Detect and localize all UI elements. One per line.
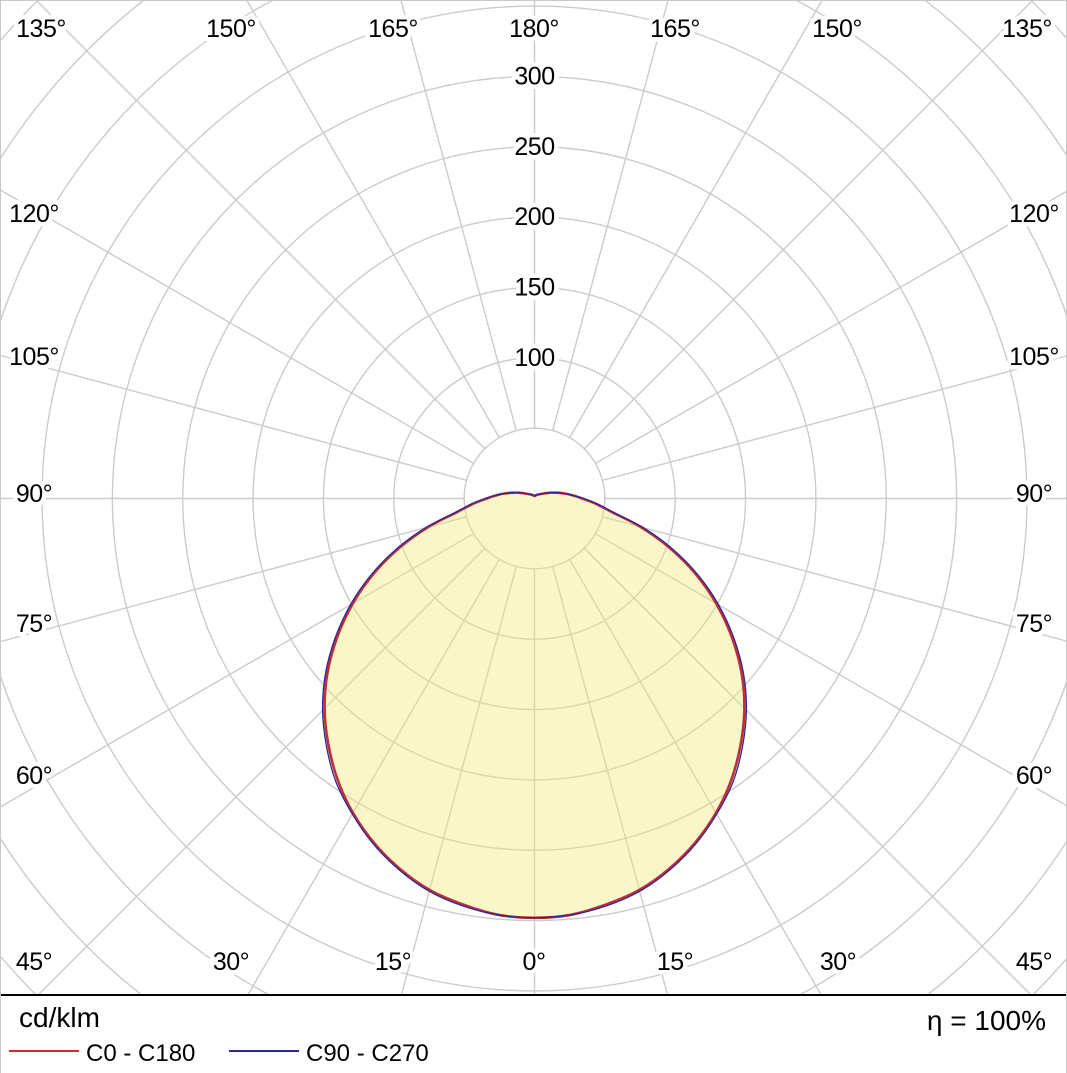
grid-spoke: [1, 533, 474, 808]
grid-spoke: [602, 516, 1066, 642]
angle-label-top: 165°: [650, 15, 700, 43]
angle-label-bottom: 30°: [820, 948, 856, 976]
angle-label-top: 135°: [16, 15, 66, 43]
angle-label-top: 180°: [509, 15, 559, 43]
grid-spoke: [595, 533, 1066, 807]
angle-label-right: 60°: [1016, 762, 1052, 790]
angle-label-left: 90°: [16, 480, 52, 508]
angle-label-bottom: 15°: [657, 948, 693, 976]
angle-label-bottom: 30°: [213, 948, 249, 976]
angle-label-bottom: 45°: [1016, 948, 1052, 976]
angle-label-bottom: 0°: [523, 948, 546, 976]
angle-label-top: 150°: [206, 15, 256, 43]
grid-spoke: [552, 1, 669, 431]
clipped-c90-c270-legend-label: C90 - C270: [306, 1070, 429, 1073]
radial-tick-label: 150: [514, 273, 554, 301]
angle-label-right: 105°: [1009, 343, 1059, 371]
radial-tick-label: 300: [514, 62, 554, 90]
angle-label-right: 120°: [1009, 200, 1059, 228]
angle-label-right: 90°: [1016, 480, 1052, 508]
clipped-c0-c180-legend-label: C0 - C180: [86, 1070, 195, 1073]
angle-label-top: 150°: [812, 15, 862, 43]
grid-spoke: [246, 1, 500, 438]
radial-tick-label: 200: [514, 203, 554, 231]
grid-spoke: [552, 566, 690, 1073]
radial-tick-label: 250: [514, 133, 554, 161]
c0-c180-line-swatch: [9, 1050, 79, 1052]
grid-spoke: [1, 516, 467, 643]
grid-spoke: [1, 189, 474, 464]
c90-c270-line-swatch: [229, 1050, 299, 1052]
grid-spoke: [1, 547, 486, 1033]
radial-tick-label: 100: [514, 344, 554, 372]
grid-spoke: [36, 1, 486, 450]
grid-spoke: [569, 559, 867, 1073]
efficiency-label: η = 100%: [926, 1005, 1046, 1036]
units-label: cd/klm: [19, 1002, 100, 1033]
c90-c270-legend-label: C90 - C270: [306, 1040, 429, 1067]
grid-spoke: [569, 1, 823, 438]
angle-label-top: 135°: [1002, 15, 1052, 43]
grid-spoke: [583, 1, 1033, 450]
angle-label-left: 75°: [16, 610, 52, 638]
c0-c180-legend-label: C0 - C180: [86, 1040, 196, 1067]
c90-c270-curve: [321, 491, 748, 919]
angle-label-bottom: 15°: [375, 948, 411, 976]
angle-label-left: 105°: [9, 343, 59, 371]
grid-spoke: [583, 547, 1066, 1031]
angle-label-top: 165°: [368, 15, 418, 43]
angle-label-right: 75°: [1016, 610, 1052, 638]
grid-spoke: [602, 355, 1066, 481]
angle-label-left: 120°: [9, 200, 59, 228]
angle-label-bottom: 45°: [16, 948, 52, 976]
legend-bar: cd/klm η = 100% C0 - C180 C90 - C270 C0 …: [1, 994, 1066, 1073]
grid-spoke: [202, 559, 500, 1073]
intensity-fill: [324, 492, 745, 918]
angle-label-left: 60°: [16, 762, 52, 790]
grid-spoke: [595, 190, 1066, 464]
grid-spoke: [379, 566, 517, 1073]
grid-spoke: [400, 1, 517, 431]
grid-spoke: [1, 354, 467, 481]
